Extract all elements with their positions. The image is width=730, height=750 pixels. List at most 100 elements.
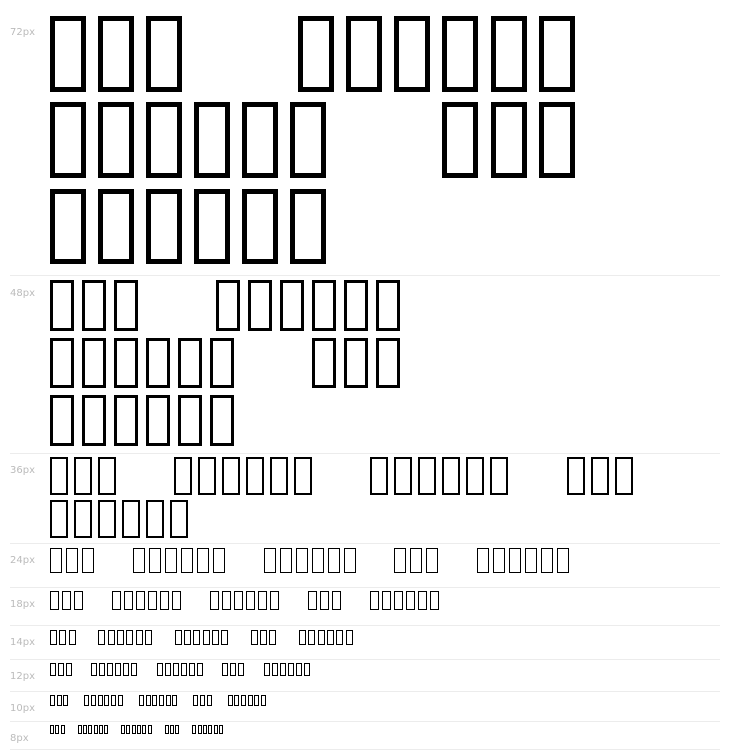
missing-glyph-box — [50, 395, 74, 446]
size-label: 10px — [10, 703, 35, 715]
sample-word — [156, 663, 205, 676]
missing-glyph-box — [271, 663, 278, 676]
sample-word — [112, 591, 184, 611]
missing-glyph-box — [123, 663, 130, 676]
missing-glyph-box — [311, 337, 336, 389]
missing-glyph-box — [426, 548, 439, 574]
sample-word — [50, 188, 338, 265]
missing-glyph-box — [132, 548, 145, 574]
size-label: 72px — [10, 27, 35, 38]
missing-glyph-box — [160, 591, 170, 611]
missing-glyph-box — [490, 102, 527, 178]
missing-glyph-box — [193, 630, 201, 645]
missing-glyph-box — [50, 337, 74, 389]
missing-glyph-box — [192, 725, 197, 734]
missing-glyph-box — [466, 456, 485, 495]
missing-glyph-box — [242, 188, 279, 265]
missing-glyph-box — [382, 591, 392, 611]
missing-glyph-box — [63, 695, 69, 706]
missing-glyph-box — [50, 280, 74, 331]
missing-glyph-box — [116, 630, 124, 645]
missing-glyph-box — [82, 280, 107, 331]
missing-glyph-box — [174, 456, 193, 495]
missing-glyph-box — [98, 188, 135, 265]
missing-glyph-box — [170, 725, 175, 734]
missing-glyph-box — [91, 663, 98, 676]
sample-word — [193, 695, 213, 706]
missing-glyph-box — [164, 548, 177, 574]
missing-glyph-box — [406, 591, 416, 611]
sample-word — [311, 337, 408, 389]
missing-glyph-box — [343, 548, 356, 574]
missing-glyph-box — [242, 102, 279, 178]
missing-glyph-box — [82, 548, 94, 574]
missing-glyph-box — [146, 16, 183, 92]
missing-glyph-box — [234, 591, 244, 611]
sample-word — [50, 591, 86, 611]
missing-glyph-box — [308, 630, 316, 645]
sample-word — [227, 695, 268, 706]
missing-glyph-box — [58, 663, 64, 676]
missing-glyph-box — [246, 591, 256, 611]
missing-glyph-box — [142, 725, 147, 734]
missing-glyph-box — [345, 630, 353, 645]
missing-glyph-box — [50, 695, 55, 706]
missing-glyph-box — [107, 630, 115, 645]
sample-word — [174, 630, 231, 645]
missing-glyph-box — [490, 16, 527, 92]
missing-glyph-box — [279, 280, 304, 331]
sample-text — [50, 630, 720, 647]
sample-word — [50, 337, 242, 389]
missing-glyph-box — [218, 725, 223, 734]
sample-word — [222, 663, 246, 676]
missing-glyph-box — [174, 630, 182, 645]
missing-glyph-box — [62, 591, 71, 611]
missing-glyph-box — [290, 188, 327, 265]
missing-glyph-box — [50, 663, 56, 676]
missing-glyph-box — [538, 102, 575, 178]
sample-word — [263, 663, 312, 676]
sample-word — [250, 630, 279, 645]
missing-glyph-box — [50, 725, 54, 734]
missing-glyph-box — [490, 456, 509, 495]
missing-glyph-box — [117, 695, 123, 706]
missing-glyph-box — [370, 591, 380, 611]
missing-glyph-box — [146, 102, 183, 178]
missing-glyph-box — [566, 456, 585, 495]
missing-glyph-box — [343, 280, 368, 331]
size-row-8px: 8px — [10, 722, 720, 750]
missing-glyph-box — [299, 630, 307, 645]
sample-text — [50, 16, 720, 275]
size-row-10px: 10px — [10, 692, 720, 723]
size-row-18px: 18px — [10, 588, 720, 627]
size-label: 14px — [10, 637, 35, 649]
size-label: 8px — [10, 733, 29, 745]
missing-glyph-box — [298, 16, 335, 92]
sample-word — [442, 102, 586, 178]
sample-text — [50, 725, 720, 735]
sample-word — [98, 630, 154, 645]
missing-glyph-box — [180, 548, 193, 574]
missing-glyph-box — [146, 395, 171, 446]
missing-glyph-box — [144, 630, 152, 645]
missing-glyph-box — [394, 456, 413, 495]
missing-glyph-box — [165, 695, 171, 706]
sample-word — [308, 591, 344, 611]
missing-glyph-box — [509, 548, 522, 574]
missing-glyph-box — [311, 280, 336, 331]
sample-word — [50, 695, 70, 706]
missing-glyph-box — [442, 16, 479, 92]
sample-word — [210, 591, 282, 611]
missing-glyph-box — [346, 16, 383, 92]
missing-glyph-box — [238, 663, 245, 676]
missing-glyph-box — [590, 456, 609, 495]
missing-glyph-box — [279, 663, 286, 676]
missing-glyph-box — [211, 630, 219, 645]
sample-text — [50, 548, 720, 577]
missing-glyph-box — [82, 395, 107, 446]
missing-glyph-box — [263, 548, 276, 574]
missing-glyph-box — [121, 725, 126, 734]
missing-glyph-box — [210, 395, 235, 446]
missing-glyph-box — [442, 456, 461, 495]
